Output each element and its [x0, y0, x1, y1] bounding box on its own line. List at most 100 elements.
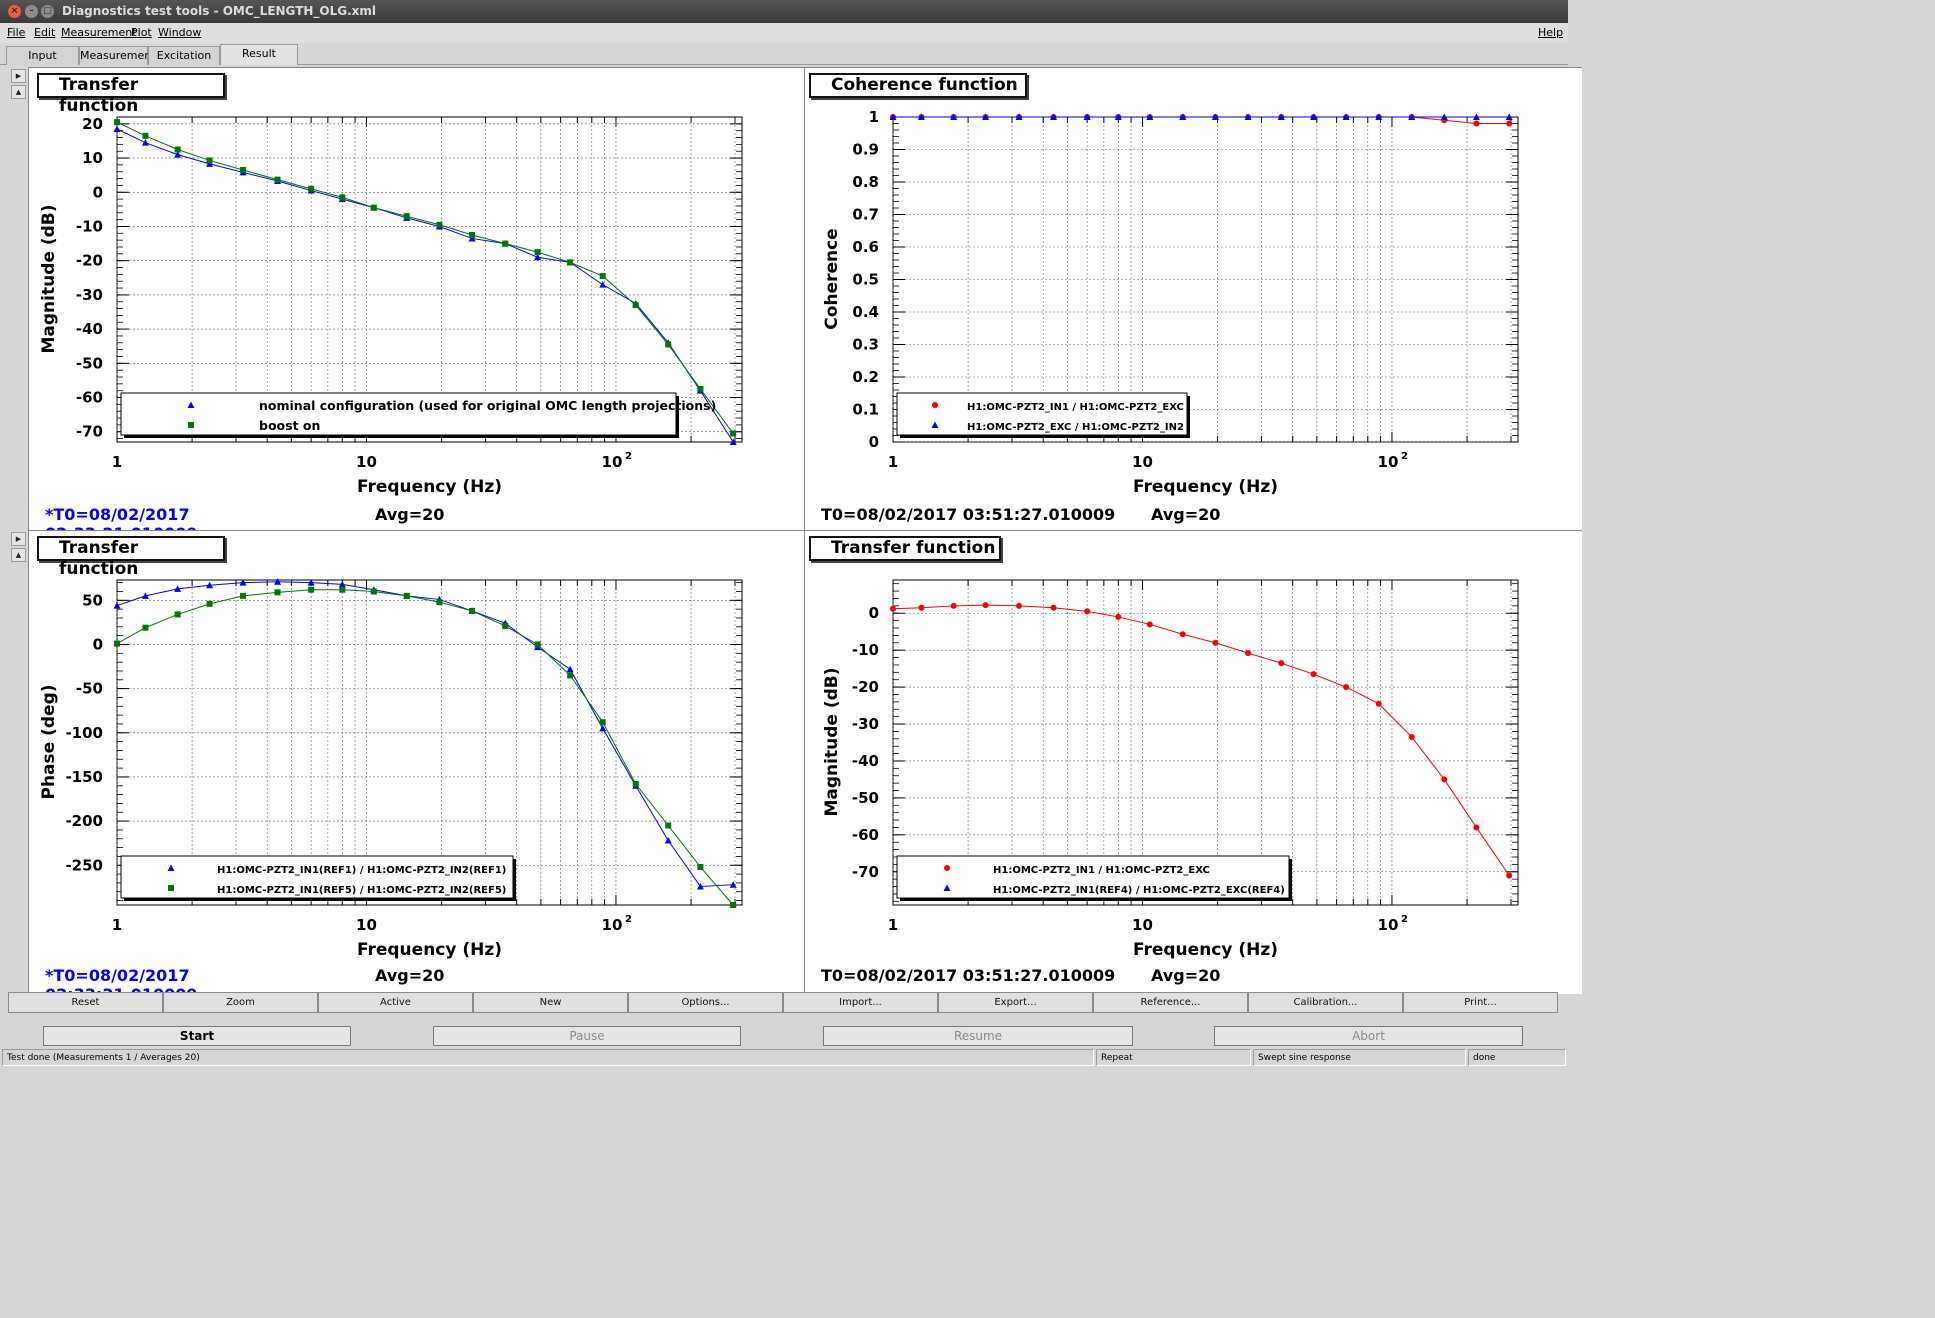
data-point-series-2 — [114, 640, 120, 647]
tab-result[interactable]: Result — [220, 44, 298, 65]
x-axis-label: Frequency (Hz) — [357, 940, 502, 960]
menu-measurement[interactable]: Measurement — [61, 26, 137, 39]
panel-title: Transfer function — [37, 536, 225, 579]
y-tick-label: -60 — [852, 826, 879, 844]
tab-measurement[interactable]: Measurement — [79, 46, 156, 65]
panel1-arrow-right-icon[interactable]: ▶ — [11, 69, 26, 83]
data-point-series-1 — [950, 602, 957, 609]
options-button[interactable]: Options... — [628, 992, 783, 1013]
plot-panel-phase[interactable]: Transfer function 1 10 10 2 50 0 -50 -100 -150 -2… — [28, 530, 807, 1004]
reference-button[interactable]: Reference... — [1093, 992, 1248, 1013]
data-point-series-2 — [1440, 113, 1448, 120]
panel3-arrow-right-icon[interactable]: ▶ — [11, 532, 26, 546]
data-point-series-1 — [1278, 660, 1285, 667]
menu-bar: File Edit Measurement Plot Window Help — [0, 23, 1568, 43]
status-state: done — [1468, 1049, 1566, 1066]
data-point-series-2 — [1310, 113, 1318, 120]
data-point-series-2 — [403, 592, 410, 599]
panel-title: Transfer function — [37, 73, 225, 116]
y-tick-label: 0.3 — [852, 336, 879, 354]
data-point-series-2 — [142, 132, 149, 139]
data-point-series-2 — [567, 259, 574, 266]
data-point-series-1 — [174, 585, 182, 592]
data-point-series-2 — [632, 781, 639, 788]
coherence-chart[interactable]: 1 10 10 200.10.20.30.40.50.60.70.80.91Frequ… — [805, 68, 1583, 532]
data-point-series-2 — [114, 119, 120, 126]
data-point-series-1 — [1408, 733, 1415, 740]
panel3-arrow-up-icon[interactable]: ▲ — [11, 548, 26, 562]
y-tick-label: 50 — [82, 591, 103, 609]
data-point-series-1 — [1245, 650, 1252, 657]
y-tick-label: 20 — [82, 115, 103, 133]
menu-plot[interactable]: Plot — [131, 26, 152, 39]
y-tick-label: 0.2 — [852, 368, 879, 386]
data-point-series-1 — [338, 580, 346, 588]
plot-button-row: Reset Zoom Active New Options... Import.… — [8, 992, 1558, 1013]
data-point-series-2 — [370, 588, 377, 595]
legend-box — [120, 855, 514, 899]
y-tick-label: -20 — [852, 678, 879, 696]
import-button[interactable]: Import... — [783, 992, 938, 1013]
print-button[interactable]: Print... — [1403, 992, 1558, 1013]
resume-button[interactable]: Resume — [823, 1026, 1133, 1046]
menu-file[interactable]: File — [7, 26, 26, 39]
tab-input[interactable]: Input — [6, 46, 79, 65]
magnitude-chart[interactable]: 1 10 10 220100-10-20-30-40-50-60-70Frequenc… — [29, 68, 807, 532]
plot-panel-magnitude[interactable]: Transfer function 1 10 10 2 20 10 0 -10 -20 -30 -4… — [28, 67, 807, 543]
panel1-arrow-up-icon[interactable]: ▲ — [11, 85, 26, 99]
data-point-series-1 — [141, 139, 149, 146]
series-line-2 — [117, 121, 734, 434]
legend-marker — [943, 884, 951, 891]
minimize-window-icon[interactable]: – — [25, 5, 38, 18]
y-tick-label: -40 — [852, 752, 879, 770]
legend-label: H1:OMC-PZT2_IN1(REF1) / H1:OMC-PZT2_IN2(… — [217, 865, 506, 876]
tab-excitation[interactable]: Excitation — [148, 46, 220, 65]
data-point-series-2 — [1472, 113, 1480, 120]
data-point-series-2 — [730, 430, 737, 437]
data-point-series-1 — [1375, 700, 1382, 707]
y-axis-label: Phase (deg) — [39, 684, 59, 799]
data-point-series-1 — [890, 605, 896, 612]
plot-frame — [892, 579, 1519, 906]
data-point-series-2 — [1375, 113, 1383, 120]
x-tick-exponent: 2 — [625, 451, 632, 462]
x-tick-label: 1 — [888, 916, 898, 934]
data-point-series-2 — [502, 240, 509, 247]
maximize-window-icon[interactable]: □ — [41, 5, 54, 18]
export-button[interactable]: Export... — [938, 992, 1093, 1013]
pause-button[interactable]: Pause — [433, 1026, 741, 1046]
data-point-series-1 — [1441, 776, 1448, 783]
start-button[interactable]: Start — [43, 1026, 351, 1046]
data-point-series-2 — [1050, 113, 1058, 120]
data-point-series-1 — [174, 151, 182, 158]
y-tick-label: 0 — [869, 433, 879, 451]
y-tick-label: -150 — [65, 768, 103, 786]
menu-window[interactable]: Window — [158, 26, 202, 39]
series-line-1 — [893, 604, 1510, 876]
y-tick-label: 0.4 — [852, 303, 879, 321]
data-point-series-2 — [599, 273, 606, 280]
zoom-button[interactable]: Zoom — [163, 992, 318, 1013]
menu-help[interactable]: Help — [1538, 26, 1564, 39]
plot-frame — [116, 116, 743, 443]
menu-edit[interactable]: Edit — [34, 26, 56, 39]
data-point-series-2 — [1244, 113, 1252, 120]
reset-button[interactable]: Reset — [8, 992, 163, 1013]
active-button[interactable]: Active — [318, 992, 473, 1013]
abort-button[interactable]: Abort — [1214, 1026, 1523, 1046]
close-window-icon[interactable]: × — [8, 5, 21, 18]
plot-panel-magnitude-ref[interactable]: Transfer function 1 10 10 2 0 -10 -20 -30 -40 -50… — [804, 530, 1582, 994]
new-button[interactable]: New — [473, 992, 628, 1013]
data-point-series-1 — [239, 579, 247, 586]
data-point-series-1 — [1016, 602, 1023, 609]
calibration-button[interactable]: Calibration... — [1248, 992, 1403, 1013]
x-tick-label: 10 — [1132, 453, 1153, 471]
data-point-series-2 — [534, 249, 541, 256]
data-point-series-2 — [274, 176, 281, 183]
legend-marker — [932, 402, 938, 408]
y-tick-label: -30 — [852, 715, 879, 733]
data-point-series-1 — [206, 160, 214, 167]
plot-panel-coherence[interactable]: Coherence function 1 10 10 2 0 0.1 0.2 0.3 0.4 0.… — [804, 67, 1582, 531]
